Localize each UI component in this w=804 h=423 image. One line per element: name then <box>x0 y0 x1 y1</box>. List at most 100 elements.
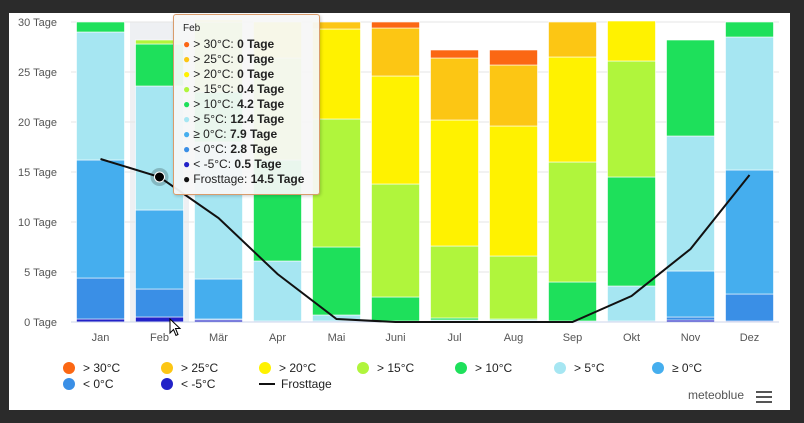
tooltip-value: 0 Tage <box>237 67 275 81</box>
legend-swatch <box>259 362 271 374</box>
tooltip-label: > 10°C: <box>193 97 238 111</box>
tooltip-dot-icon: ● <box>183 37 191 51</box>
bar-segment <box>76 21 125 33</box>
legend-item[interactable]: > 25°C <box>161 361 218 375</box>
bar-segment <box>548 21 597 58</box>
bar-segment <box>725 293 774 322</box>
legend-item[interactable]: > 30°C <box>63 361 120 375</box>
bar-segment <box>666 316 715 321</box>
x-tick-label: Feb <box>150 332 169 344</box>
bar-segment <box>253 260 302 322</box>
tooltip-row: ● > 30°C: 0 Tage <box>174 37 319 52</box>
bar-segment <box>76 31 125 161</box>
x-tick-label: Dez <box>740 332 760 344</box>
chart-card: 0 Tage 5 Tage 10 Tage 15 Tage 20 Tage 25 Tage… <box>9 13 790 410</box>
legend-swatch <box>63 378 75 390</box>
legend-label: > 20°C <box>279 361 317 375</box>
tooltip-label: Frosttage: <box>193 172 251 186</box>
bar-segment <box>489 125 538 257</box>
bar-segment <box>548 161 597 283</box>
tooltip-value: 4.2 Tage <box>237 97 285 111</box>
tooltip-row: ● > 10°C: 4.2 Tage <box>174 97 319 112</box>
bar-segment <box>607 60 656 178</box>
tooltip-label: ≥ 0°C: <box>193 127 230 141</box>
tooltip-label: > 20°C: <box>193 67 238 81</box>
legend-item[interactable]: < 0°C <box>63 377 113 391</box>
tooltip-value: 0 Tage <box>237 37 275 51</box>
hamburger-menu-icon[interactable] <box>756 391 772 403</box>
legend-item[interactable]: < -5°C <box>161 377 215 391</box>
bar-segment <box>548 56 597 163</box>
x-tick-label: Jul <box>447 332 461 344</box>
bar-segment <box>135 288 184 318</box>
x-tick-label: Nov <box>681 332 701 344</box>
bar-segment <box>430 119 479 247</box>
tooltip-dot-icon: ● <box>183 172 191 186</box>
bar-segment <box>371 27 420 77</box>
legend-label: > 15°C <box>377 361 415 375</box>
chart-legend: > 30°C > 25°C > 20°C > 15°C > 10°C > 5°C ≥ 0°C… <box>9 361 790 401</box>
tooltip-row: ● < 0°C: 2.8 Tage <box>174 142 319 157</box>
legend-item[interactable]: Frosttage <box>259 377 332 391</box>
tooltip-value: 14.5 Tage <box>250 172 305 186</box>
legend-swatch <box>161 378 173 390</box>
x-tick-label: Mai <box>328 332 346 344</box>
bar-segment <box>312 28 361 120</box>
tooltip-value: 0.5 Tage <box>234 157 282 171</box>
legend-swatch <box>554 362 566 374</box>
bar-segment <box>371 296 420 322</box>
y-tick-label: 20 Tage <box>18 117 57 129</box>
legend-swatch <box>63 362 75 374</box>
legend-swatch <box>357 362 369 374</box>
bar-segment <box>725 169 774 295</box>
y-tick-label: 10 Tage <box>18 217 57 229</box>
hover-marker <box>154 171 165 183</box>
legend-item[interactable]: > 20°C <box>259 361 316 375</box>
tooltip-label: < 0°C: <box>193 142 231 156</box>
mouse-pointer-icon <box>169 318 182 337</box>
x-tick-label: Mär <box>209 332 228 344</box>
bar-segment <box>371 21 420 29</box>
x-tick-label: Apr <box>269 332 286 344</box>
legend-label: > 10°C <box>475 361 513 375</box>
bar-segment <box>489 64 538 127</box>
legend-label: < 0°C <box>83 377 114 391</box>
x-tick-label: Juni <box>385 332 405 344</box>
legend-label: > 30°C <box>83 361 121 375</box>
bar-segment <box>371 183 420 298</box>
bar-segment <box>489 49 538 66</box>
bar-segment <box>489 255 538 320</box>
bar-segment <box>607 176 656 287</box>
tooltip-value: 12.4 Tage <box>230 112 285 126</box>
bar-segment <box>76 159 125 279</box>
tooltip-row: ● > 25°C: 0 Tage <box>174 52 319 67</box>
tooltip-title: Feb <box>183 23 201 34</box>
bar-segment <box>666 135 715 272</box>
tooltip-label: > 25°C: <box>193 52 238 66</box>
y-tick-label: 30 Tage <box>18 17 57 29</box>
bar-segment <box>371 75 420 185</box>
legend-swatch <box>161 362 173 374</box>
bar-segment <box>76 277 125 320</box>
bar-segment <box>194 278 243 320</box>
bar-segment <box>725 36 774 171</box>
legend-swatch <box>455 362 467 374</box>
bar-segment <box>666 39 715 137</box>
bar-segment <box>666 270 715 318</box>
legend-item[interactable]: > 15°C <box>357 361 414 375</box>
tooltip-value: 0 Tage <box>237 52 275 66</box>
brand-label: meteoblue <box>687 388 744 402</box>
legend-label: > 5°C <box>574 361 605 375</box>
legend-label: ≥ 0°C <box>672 361 703 375</box>
legend-item[interactable]: ≥ 0°C <box>652 361 702 375</box>
legend-item[interactable]: > 5°C <box>554 361 604 375</box>
legend-swatch <box>259 383 275 385</box>
tooltip-dot-icon: ● <box>183 157 191 171</box>
tooltip-value: 7.9 Tage <box>229 127 278 141</box>
tooltip-row: ● > 5°C: 12.4 Tage <box>174 112 319 127</box>
tooltip-dot-icon: ● <box>183 82 191 96</box>
bar-segment <box>607 20 656 62</box>
legend-item[interactable]: > 10°C <box>455 361 512 375</box>
tooltip-value: 2.8 Tage <box>230 142 278 156</box>
tooltip-dot-icon: ● <box>183 112 191 126</box>
